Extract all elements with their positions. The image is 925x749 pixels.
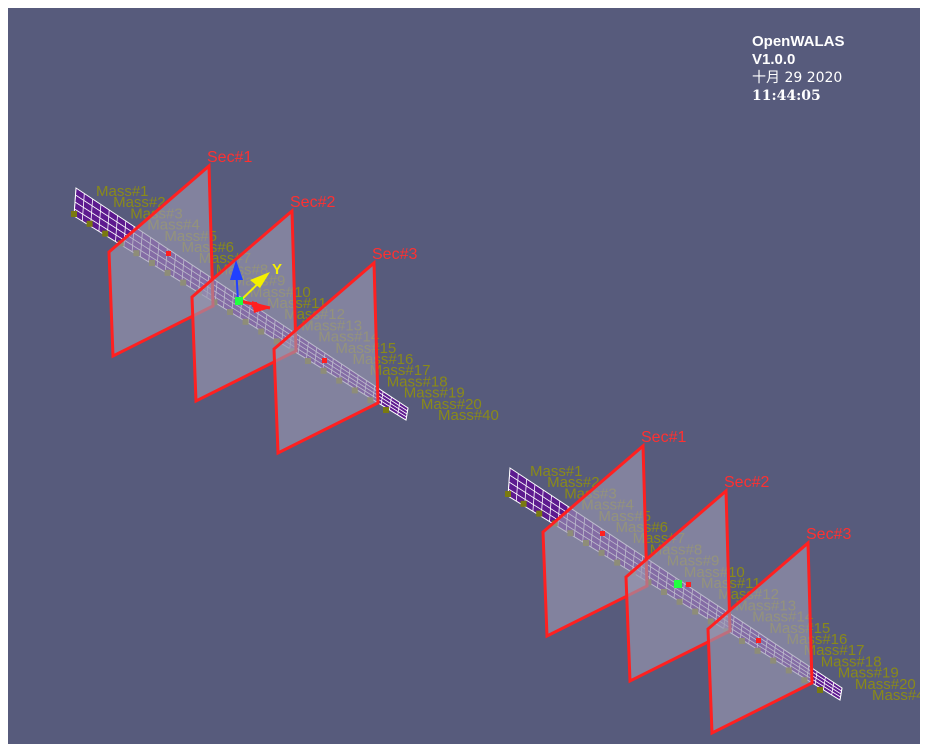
node-marker [166, 251, 171, 256]
section-label: Sec#2 [290, 194, 335, 211]
section-label: Sec#1 [641, 429, 686, 446]
x-axis-arrow-icon [252, 301, 270, 313]
mesh-line-chord [532, 484, 536, 512]
mesh-line-chord [81, 193, 85, 222]
node-marker [756, 638, 761, 643]
mesh-line-chord [814, 671, 818, 685]
app-version: V1.0.0 [752, 51, 796, 68]
mass-marker [536, 510, 543, 517]
mesh-line-chord [397, 402, 401, 415]
mass-label: Mass#40 [438, 407, 499, 424]
mass-label: Mass#18 [821, 653, 882, 670]
node-marker [322, 358, 327, 363]
app-time: 11:44:05 [752, 88, 821, 104]
mesh-line-chord [380, 391, 384, 405]
z-axis-arrow-icon [230, 260, 243, 280]
mass-marker [505, 491, 511, 497]
3d-viewport[interactable]: Mass#1Mass#2Mass#3Mass#4Mass#5Mass#6Mass… [8, 8, 920, 744]
mesh-line-chord [405, 407, 409, 421]
mass-label: Mass#19 [404, 385, 465, 402]
mesh-line-chord [549, 495, 552, 522]
mass-marker [102, 230, 109, 237]
y-axis-arrow-icon [250, 272, 270, 288]
mass-marker [383, 407, 389, 413]
wing-model-left: Mass#1Mass#2Mass#3Mass#4Mass#5Mass#6Mass… [71, 149, 499, 456]
wing-model-right: Mass#1Mass#2Mass#3Mass#4Mass#5Mass#6Mass… [505, 429, 920, 736]
mass-marker [817, 687, 823, 693]
section-label: Sec#2 [724, 474, 769, 491]
section-frame [190, 207, 298, 404]
mass-label: Mass#20 [421, 396, 482, 413]
origin-marker [235, 297, 243, 305]
mass-label: Mass#1 [96, 183, 149, 200]
node-marker [686, 582, 691, 587]
origin-marker [674, 580, 682, 588]
mass-label: Mass#2 [113, 194, 166, 211]
mass-label: Mass#40 [872, 687, 920, 704]
section-label: Sec#3 [806, 526, 851, 543]
section-frame [541, 442, 649, 639]
section-label: Sec#3 [372, 246, 417, 263]
mesh-line-chord [831, 682, 835, 695]
mass-label: Mass#17 [370, 362, 431, 379]
axis-triad[interactable]: Y [230, 260, 282, 313]
mass-label: Mass#2 [547, 474, 600, 491]
mesh-line-chord [98, 204, 102, 232]
mass-label: Mass#18 [387, 373, 448, 390]
y-axis-label: Y [272, 261, 282, 278]
mass-label: Mass#1 [530, 463, 583, 480]
mass-label: Mass#20 [855, 676, 916, 693]
app-date: 十月 29 2020 [752, 70, 843, 86]
mass-marker [520, 500, 527, 507]
scene-canvas[interactable]: Mass#1Mass#2Mass#3Mass#4Mass#5Mass#6Mass… [8, 8, 920, 744]
mesh-line-chord [823, 676, 826, 690]
mass-marker [71, 211, 77, 217]
mesh-line-chord [389, 396, 392, 410]
app-info-overlay: OpenWALAS V1.0.0 十月 29 2020 11:44:05 [752, 33, 845, 105]
mesh-line-chord [515, 473, 519, 502]
section-frame [107, 162, 215, 359]
section-label: Sec#1 [207, 149, 252, 166]
app-name: OpenWALAS [752, 33, 845, 50]
mass-label: Mass#17 [804, 642, 865, 659]
node-marker [600, 531, 605, 536]
mesh-line-chord [839, 687, 843, 701]
mass-marker [86, 220, 93, 227]
mesh-line-chord [115, 215, 118, 242]
mass-label: Mass#19 [838, 665, 899, 682]
